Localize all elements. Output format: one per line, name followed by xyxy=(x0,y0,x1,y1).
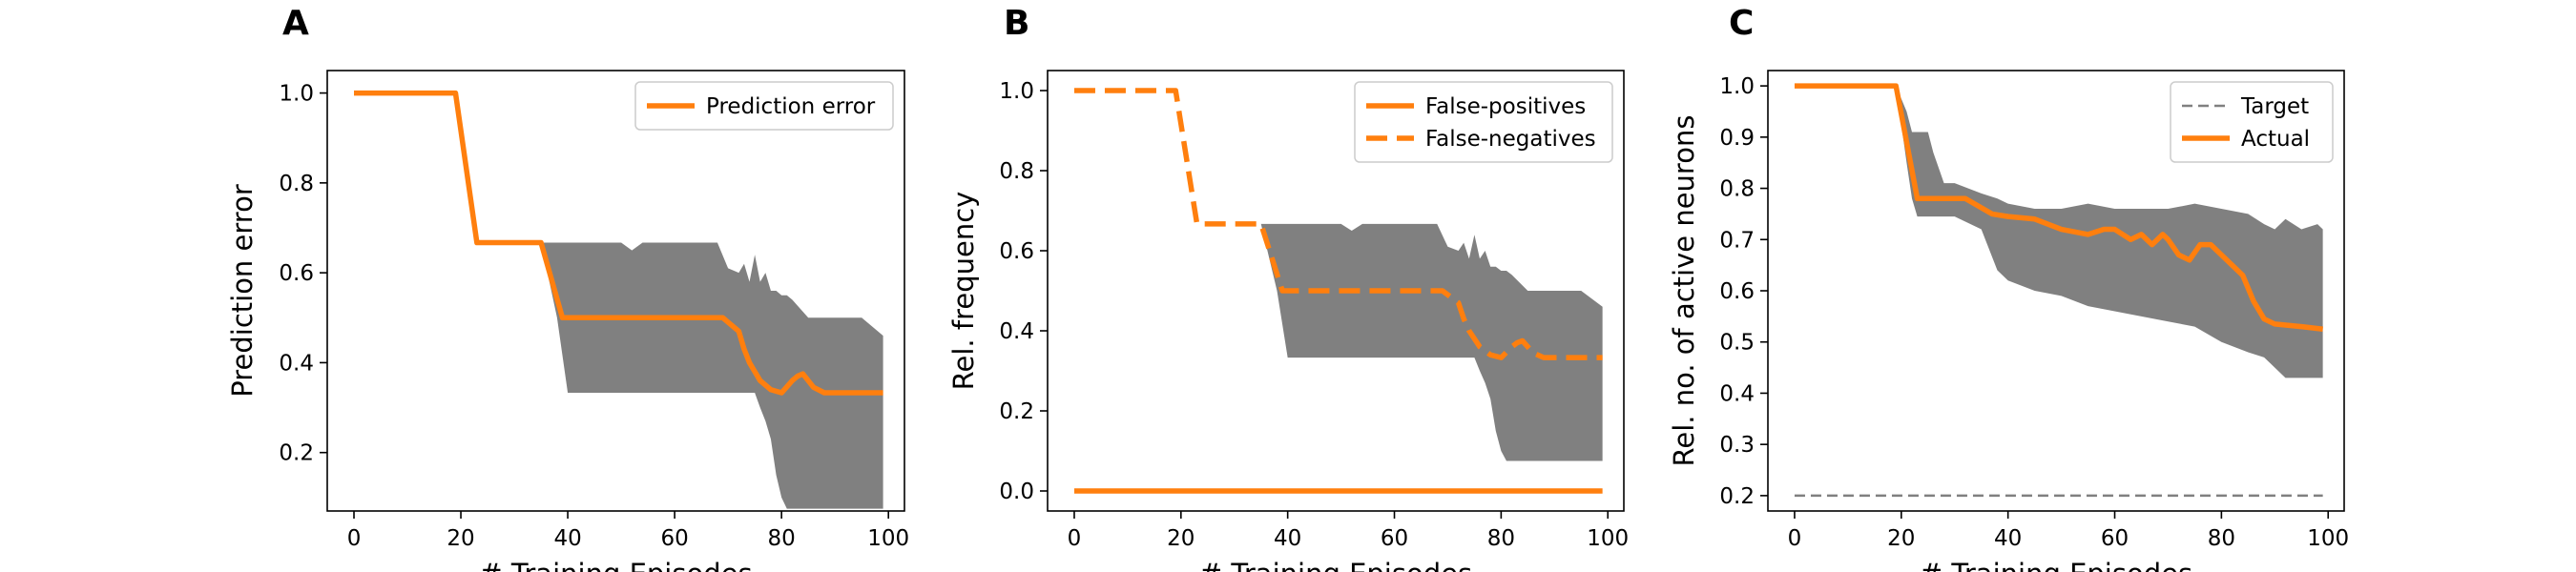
x-tick-label: 60 xyxy=(2101,526,2129,551)
y-tick-label: 0.8 xyxy=(1719,177,1755,202)
y-tick-label: 0.4 xyxy=(1719,381,1755,406)
y-tick-label: 0.6 xyxy=(1719,279,1755,304)
x-tick-label: 100 xyxy=(2307,526,2349,551)
legend-box xyxy=(2170,81,2334,163)
legend-box xyxy=(1354,81,1613,163)
x-tick-label: 100 xyxy=(1587,526,1629,551)
series-line-prediction-error xyxy=(354,90,883,396)
x-tick-label: 20 xyxy=(1167,526,1195,551)
legend-entry: Target xyxy=(2240,94,2309,119)
y-tick-label: 0.6 xyxy=(999,239,1034,264)
x-tick-label: 80 xyxy=(768,526,796,551)
x-tick-label: 0 xyxy=(347,526,362,551)
legend-entry: False-positives xyxy=(1425,94,1586,119)
y-tick-label: 1.0 xyxy=(279,82,314,107)
y-tick-label: 0.3 xyxy=(1719,433,1755,458)
legend-entry: Actual xyxy=(2241,127,2310,152)
panel-a: A 0 20 40 60 80 100 0.2 0.4 0.6 0.8 1.0 # Training E… xyxy=(226,4,909,572)
legend: False-positives False-negatives xyxy=(1354,81,1613,163)
x-tick-label: 20 xyxy=(447,526,474,551)
y-tick-label: 1.0 xyxy=(999,79,1034,104)
panel-letter: C xyxy=(1729,4,1754,43)
y-tick-label: 0.5 xyxy=(1719,331,1755,356)
x-tick-label: 40 xyxy=(1274,526,1301,551)
x-tick-label: 20 xyxy=(1887,526,1915,551)
y-tick-label: 0.7 xyxy=(1719,228,1755,253)
y-tick-label: 0.6 xyxy=(279,261,314,286)
panel-b: B 0 20 40 60 80 100 0.0 0.2 0.4 0.6 0.8 1.0 # Trainin… xyxy=(947,4,1629,572)
x-axis-label: # Training Episodes xyxy=(479,558,752,572)
y-tick-label: 0.8 xyxy=(279,172,314,196)
x-tick-label: 40 xyxy=(1994,526,2022,551)
legend: Prediction error xyxy=(634,81,894,131)
y-tick-label: 0.2 xyxy=(1719,484,1755,509)
y-axis-label: Rel. frequency xyxy=(947,192,980,391)
x-tick-label: 80 xyxy=(1487,526,1515,551)
x-axis-label: # Training Episodes xyxy=(1920,558,2192,572)
x-tick-label: 60 xyxy=(1381,526,1408,551)
legend: Target Actual xyxy=(2170,81,2334,163)
x-tick-label: 80 xyxy=(2208,526,2235,551)
y-tick-label: 0.9 xyxy=(1719,126,1755,151)
legend-entry: Prediction error xyxy=(706,94,876,119)
y-tick-label: 0.4 xyxy=(999,319,1034,344)
y-tick-label: 1.0 xyxy=(1719,74,1755,99)
panel-c: C 0 20 40 60 80 100 0.2 0.3 0.4 0.5 0.6 0.7 0.8 0.9 1.0… xyxy=(1668,4,2349,572)
x-tick-label: 0 xyxy=(1068,526,1082,551)
legend-box xyxy=(634,81,894,131)
panel-letter: A xyxy=(282,4,309,43)
y-tick-label: 0.8 xyxy=(999,159,1034,184)
y-tick-label: 0.4 xyxy=(279,351,314,376)
y-tick-label: 0.0 xyxy=(999,480,1034,504)
range-band xyxy=(1260,223,1603,461)
x-axis-label: # Training Episodes xyxy=(1199,558,1472,572)
x-tick-label: 0 xyxy=(1788,526,1802,551)
y-axis-label: Rel. no. of active neurons xyxy=(1668,115,1700,467)
range-band xyxy=(541,242,883,509)
y-axis-label: Prediction error xyxy=(226,184,259,398)
legend-entry: False-negatives xyxy=(1425,127,1596,152)
y-tick-label: 0.2 xyxy=(279,441,314,466)
plot-frame xyxy=(1047,70,1625,512)
x-tick-label: 40 xyxy=(553,526,581,551)
panel-letter: B xyxy=(1004,4,1029,43)
plot-frame xyxy=(326,70,905,512)
x-tick-label: 60 xyxy=(660,526,688,551)
y-tick-label: 0.2 xyxy=(999,399,1034,424)
x-tick-label: 100 xyxy=(867,526,909,551)
series-line-actual xyxy=(1794,83,2323,333)
